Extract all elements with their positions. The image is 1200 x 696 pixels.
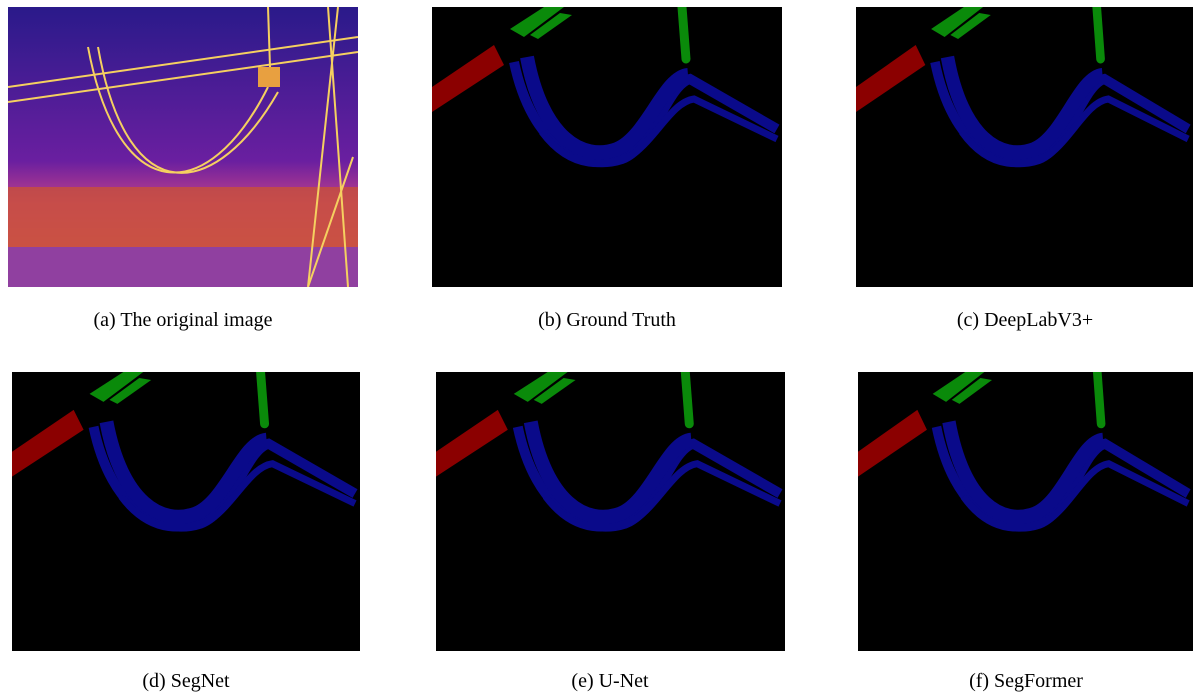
segformer-mask [858, 372, 1193, 651]
caption: (e) U-Net [420, 670, 800, 693]
original-image [8, 7, 358, 287]
caption: (d) SegNet [0, 670, 376, 693]
caption-text: DeepLabV3+ [984, 309, 1093, 331]
caption-text: Ground Truth [566, 309, 675, 331]
caption-label: (e) [571, 670, 593, 692]
caption-label: (d) [142, 670, 165, 692]
page: {"panels": [ {"label": "(a)", "caption":… [0, 0, 1200, 696]
caption: (a) The original image [0, 309, 373, 332]
ground-truth-mask [432, 7, 782, 287]
caption: (f) SegFormer [836, 670, 1200, 693]
caption-text: SegFormer [994, 670, 1083, 692]
caption-label: (c) [957, 309, 979, 331]
caption: (b) Ground Truth [417, 309, 797, 332]
segnet-mask [12, 372, 360, 651]
caption-text: U-Net [599, 670, 649, 692]
caption-text: SegNet [171, 670, 230, 692]
caption-text: The original image [120, 309, 272, 331]
caption-label: (f) [969, 670, 989, 692]
caption-label: (b) [538, 309, 561, 331]
caption-label: (a) [93, 309, 115, 331]
unet-mask [436, 372, 785, 651]
deeplab-mask [856, 7, 1193, 287]
caption: (c) DeepLabV3+ [835, 309, 1200, 332]
